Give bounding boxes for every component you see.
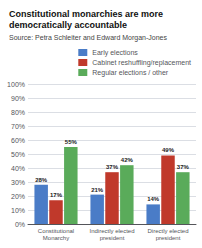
svg-text:20%: 20%: [11, 193, 25, 200]
svg-text:Early elections: Early elections: [92, 49, 138, 57]
svg-text:40%: 40%: [11, 165, 25, 172]
svg-text:37%: 37%: [177, 164, 190, 170]
svg-text:0%: 0%: [15, 221, 25, 228]
svg-text:democratically accountable: democratically accountable: [9, 20, 127, 30]
svg-text:Constitutional monarchies are: Constitutional monarchies are more: [9, 9, 163, 19]
svg-text:Monarchy: Monarchy: [43, 235, 69, 241]
svg-text:Cabinet reshuffling/replacemen: Cabinet reshuffling/replacement: [92, 59, 191, 67]
svg-text:100%: 100%: [7, 81, 25, 88]
svg-text:28%: 28%: [35, 177, 48, 183]
svg-text:president: president: [100, 235, 125, 241]
svg-text:21%: 21%: [91, 187, 104, 193]
svg-text:70%: 70%: [11, 123, 25, 130]
svg-text:president: president: [156, 235, 181, 241]
svg-text:37%: 37%: [106, 164, 119, 170]
svg-text:60%: 60%: [11, 137, 25, 144]
svg-text:14%: 14%: [147, 196, 160, 202]
svg-text:Directly elected: Directly elected: [147, 228, 188, 234]
svg-text:80%: 80%: [11, 109, 25, 116]
svg-text:50%: 50%: [11, 151, 25, 158]
svg-text:10%: 10%: [11, 207, 25, 214]
svg-text:17%: 17%: [50, 192, 63, 198]
svg-text:90%: 90%: [11, 95, 25, 102]
svg-text:Regular elections / other: Regular elections / other: [92, 69, 169, 77]
svg-text:42%: 42%: [121, 157, 134, 163]
svg-text:Indirectly elected: Indirectly elected: [89, 228, 134, 234]
svg-text:Constitutional: Constitutional: [38, 228, 74, 234]
svg-text:Source: Petra Schleiter and Ed: Source: Petra Schleiter and Edward Morga…: [9, 34, 167, 42]
svg-text:49%: 49%: [162, 147, 175, 153]
svg-text:30%: 30%: [11, 179, 25, 186]
svg-text:55%: 55%: [65, 139, 78, 145]
